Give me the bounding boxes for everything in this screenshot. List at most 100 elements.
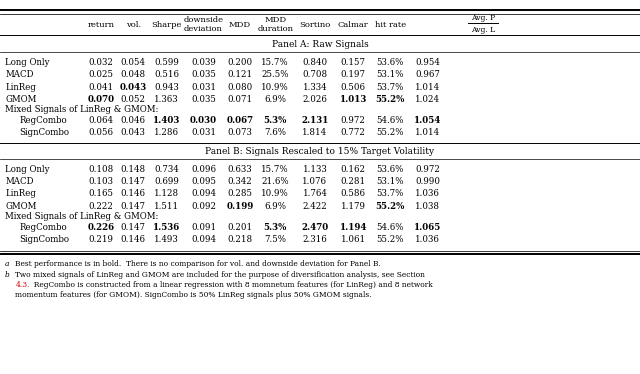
Text: 0.165: 0.165 xyxy=(88,189,114,198)
Text: 0.599: 0.599 xyxy=(154,58,179,67)
Text: b: b xyxy=(5,271,10,279)
Text: 0.043: 0.043 xyxy=(121,128,145,137)
Text: 0.092: 0.092 xyxy=(191,202,216,211)
Text: momentum features (for GMOM). SignCombo is 50% LinReg signals plus 50% GMOM sign: momentum features (for GMOM). SignCombo … xyxy=(15,291,372,300)
Text: 0.972: 0.972 xyxy=(341,116,365,125)
Text: 0.633: 0.633 xyxy=(228,165,252,174)
Text: 0.054: 0.054 xyxy=(120,58,146,67)
Text: vol.: vol. xyxy=(125,21,141,29)
Text: a: a xyxy=(5,260,10,268)
Text: 0.031: 0.031 xyxy=(191,128,216,137)
Text: 0.197: 0.197 xyxy=(340,70,366,79)
Text: 54.6%: 54.6% xyxy=(377,116,404,125)
Text: 55.2%: 55.2% xyxy=(377,235,404,244)
Text: Long Only: Long Only xyxy=(5,58,50,67)
Text: 1.133: 1.133 xyxy=(303,165,327,174)
Text: 0.096: 0.096 xyxy=(191,165,216,174)
Text: RegCombo is constructed from a linear regression with 8 momnetum features (for L: RegCombo is constructed from a linear re… xyxy=(29,281,433,289)
Text: 0.699: 0.699 xyxy=(154,177,179,186)
Text: 0.032: 0.032 xyxy=(89,58,113,67)
Text: 0.199: 0.199 xyxy=(227,202,253,211)
Text: 1.194: 1.194 xyxy=(340,223,367,232)
Text: 10.9%: 10.9% xyxy=(261,83,289,92)
Text: 6.9%: 6.9% xyxy=(264,95,286,104)
Text: 0.708: 0.708 xyxy=(302,70,328,79)
Text: Two mixed signals of LinReg and GMOM are included for the purpose of diversifica: Two mixed signals of LinReg and GMOM are… xyxy=(15,271,425,279)
Text: Mixed Signals of LinReg & GMOM:: Mixed Signals of LinReg & GMOM: xyxy=(5,105,159,114)
Text: 7.6%: 7.6% xyxy=(264,128,286,137)
Text: 1.814: 1.814 xyxy=(302,128,328,137)
Text: 55.2%: 55.2% xyxy=(376,95,405,104)
Text: 10.9%: 10.9% xyxy=(261,189,289,198)
Text: 15.7%: 15.7% xyxy=(261,58,289,67)
Text: 0.108: 0.108 xyxy=(88,165,114,174)
Text: 2.470: 2.470 xyxy=(301,223,328,232)
Text: SignCombo: SignCombo xyxy=(19,128,69,137)
Text: Best performance is in bold.  There is no comparison for vol. and downside devia: Best performance is in bold. There is no… xyxy=(15,260,381,268)
Text: 25.5%: 25.5% xyxy=(262,70,289,79)
Text: 0.218: 0.218 xyxy=(227,235,253,244)
Text: 0.030: 0.030 xyxy=(190,116,217,125)
Text: 5.3%: 5.3% xyxy=(264,223,287,232)
Text: 0.121: 0.121 xyxy=(227,70,253,79)
Text: 0.052: 0.052 xyxy=(120,95,146,104)
Text: 0.226: 0.226 xyxy=(88,223,115,232)
Text: 0.064: 0.064 xyxy=(88,116,114,125)
Text: 2.422: 2.422 xyxy=(303,202,327,211)
Text: 53.1%: 53.1% xyxy=(377,177,404,186)
Text: downside: downside xyxy=(184,16,223,24)
Text: 0.943: 0.943 xyxy=(154,83,179,92)
Text: deviation: deviation xyxy=(184,25,223,33)
Text: hit rate: hit rate xyxy=(375,21,406,29)
Text: Avg. L: Avg. L xyxy=(471,25,495,34)
Text: 53.6%: 53.6% xyxy=(377,165,404,174)
Text: 0.990: 0.990 xyxy=(415,177,440,186)
Text: 0.071: 0.071 xyxy=(227,95,253,104)
Text: 0.095: 0.095 xyxy=(191,177,216,186)
Text: 0.094: 0.094 xyxy=(191,189,216,198)
Text: 0.516: 0.516 xyxy=(154,70,179,79)
Text: 0.147: 0.147 xyxy=(120,177,146,186)
Text: 0.162: 0.162 xyxy=(340,165,366,174)
Text: 0.586: 0.586 xyxy=(340,189,366,198)
Text: 0.954: 0.954 xyxy=(415,58,440,67)
Text: 0.067: 0.067 xyxy=(227,116,253,125)
Text: 0.146: 0.146 xyxy=(120,189,146,198)
Text: LinReg: LinReg xyxy=(5,83,36,92)
Text: 1.286: 1.286 xyxy=(154,128,179,137)
Text: Calmar: Calmar xyxy=(338,21,369,29)
Text: 0.342: 0.342 xyxy=(228,177,252,186)
Text: 1.036: 1.036 xyxy=(415,189,440,198)
Text: 1.013: 1.013 xyxy=(340,95,367,104)
Text: 1.536: 1.536 xyxy=(153,223,180,232)
Text: SignCombo: SignCombo xyxy=(19,235,69,244)
Text: Mixed Signals of LinReg & GMOM:: Mixed Signals of LinReg & GMOM: xyxy=(5,212,159,221)
Text: 55.2%: 55.2% xyxy=(377,128,404,137)
Text: RegCombo: RegCombo xyxy=(19,116,67,125)
Text: 53.1%: 53.1% xyxy=(377,70,404,79)
Text: 0.219: 0.219 xyxy=(88,235,114,244)
Text: 0.041: 0.041 xyxy=(88,83,114,92)
Text: 0.056: 0.056 xyxy=(88,128,114,137)
Text: 0.073: 0.073 xyxy=(228,128,252,137)
Text: MDD: MDD xyxy=(264,16,286,24)
Text: 0.201: 0.201 xyxy=(227,223,253,232)
Text: 1.128: 1.128 xyxy=(154,189,179,198)
Text: RegCombo: RegCombo xyxy=(19,223,67,232)
Text: 1.363: 1.363 xyxy=(154,95,179,104)
Text: 2.131: 2.131 xyxy=(301,116,328,125)
Text: 1.061: 1.061 xyxy=(340,235,366,244)
Text: 1.036: 1.036 xyxy=(415,235,440,244)
Text: 1.493: 1.493 xyxy=(154,235,179,244)
Text: 0.146: 0.146 xyxy=(120,235,146,244)
Text: duration: duration xyxy=(257,25,293,33)
Text: 1.024: 1.024 xyxy=(415,95,440,104)
Text: 0.035: 0.035 xyxy=(191,95,216,104)
Text: 1.038: 1.038 xyxy=(415,202,440,211)
Text: 55.2%: 55.2% xyxy=(376,202,405,211)
Text: 53.6%: 53.6% xyxy=(377,58,404,67)
Text: 1.014: 1.014 xyxy=(415,128,440,137)
Text: 0.031: 0.031 xyxy=(191,83,216,92)
Text: 1.511: 1.511 xyxy=(154,202,179,211)
Text: 1.179: 1.179 xyxy=(340,202,366,211)
